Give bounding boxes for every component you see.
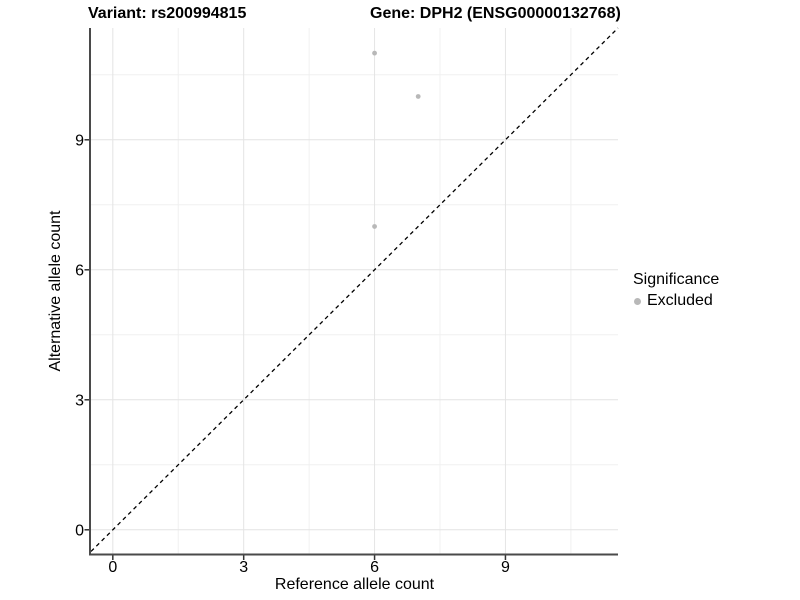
- x-tick-label: 0: [108, 559, 117, 576]
- legend-item-excluded: Excluded: [633, 292, 719, 310]
- y-tick-label: 3: [75, 392, 84, 409]
- data-point: [415, 94, 421, 99]
- x-axis-title: Reference allele count: [274, 576, 435, 593]
- x-tick-label: 9: [501, 559, 510, 576]
- legend: Significance Excluded: [633, 271, 719, 310]
- identity-reference-line: [90, 27, 619, 552]
- legend-title: Significance: [633, 271, 720, 288]
- y-tick-label: 9: [75, 132, 84, 149]
- y-axis-title: Alternative allele count: [47, 210, 64, 372]
- legend-item-label: Excluded: [647, 292, 713, 309]
- excluded-point-icon: [634, 297, 641, 305]
- y-tick-label: 0: [75, 522, 84, 539]
- plot-title-gene: Gene: DPH2 (ENSG00000132768): [370, 5, 621, 22]
- data-point: [372, 224, 377, 229]
- x-tick-label: 3: [239, 559, 248, 576]
- y-tick-label: 6: [75, 262, 84, 279]
- plot-title-variant: Variant: rs200994815: [88, 5, 247, 22]
- x-tick-label: 6: [370, 559, 379, 576]
- data-point: [372, 50, 377, 56]
